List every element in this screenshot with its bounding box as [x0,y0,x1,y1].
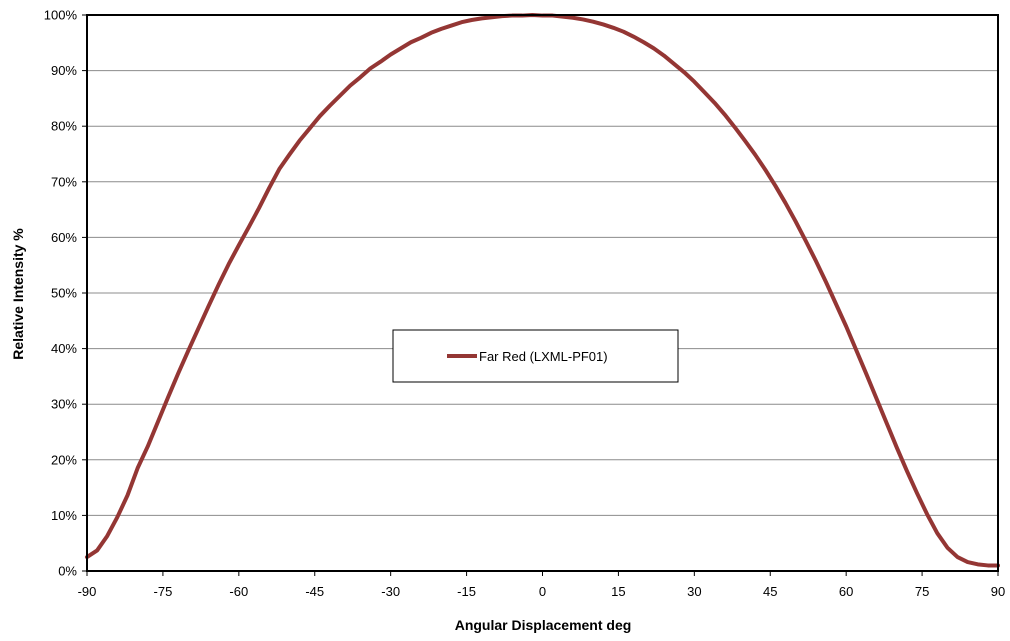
legend: Far Red (LXML-PF01) [392,329,679,383]
x-tick-label: -45 [305,584,324,599]
x-tick-label: 15 [611,584,625,599]
y-tick-label: 60% [51,230,77,245]
y-tick-label: 0% [58,564,77,579]
y-tick-label: 40% [51,341,77,356]
x-tick-label: 90 [991,584,1005,599]
y-tick-label: 10% [51,508,77,523]
y-axis-title: Relative Intensity % [10,228,26,360]
x-tick-label: 30 [687,584,701,599]
y-tick-label: 100% [44,8,78,23]
x-tick-label: -75 [154,584,173,599]
x-tick-label: 60 [839,584,853,599]
x-tick-label: 45 [763,584,777,599]
x-axis-title: Angular Displacement deg [455,617,632,633]
x-tick-label: -90 [78,584,97,599]
plot-area-border [86,14,999,572]
y-tick-label: 30% [51,397,77,412]
legend-label: Far Red (LXML-PF01) [479,349,608,364]
y-axis-ticks: 0% 10% 20% 30% 40% 50% 60% 70% 80% 90% 100% [44,8,87,579]
x-tick-label: 0 [539,584,546,599]
x-tick-label: 75 [915,584,929,599]
y-tick-label: 70% [51,174,77,189]
x-axis-ticks: -90 -75 -60 -45 -30 -15 0 15 30 45 60 75 90 [78,571,1005,599]
y-tick-label: 80% [51,119,77,134]
y-tick-label: 90% [51,63,77,78]
gridlines [87,70,998,516]
y-tick-label: 20% [51,452,77,467]
x-tick-label: -30 [381,584,400,599]
x-tick-label: -60 [229,584,248,599]
y-tick-label: 50% [51,286,77,301]
x-tick-label: -15 [457,584,476,599]
legend-box [392,329,679,383]
